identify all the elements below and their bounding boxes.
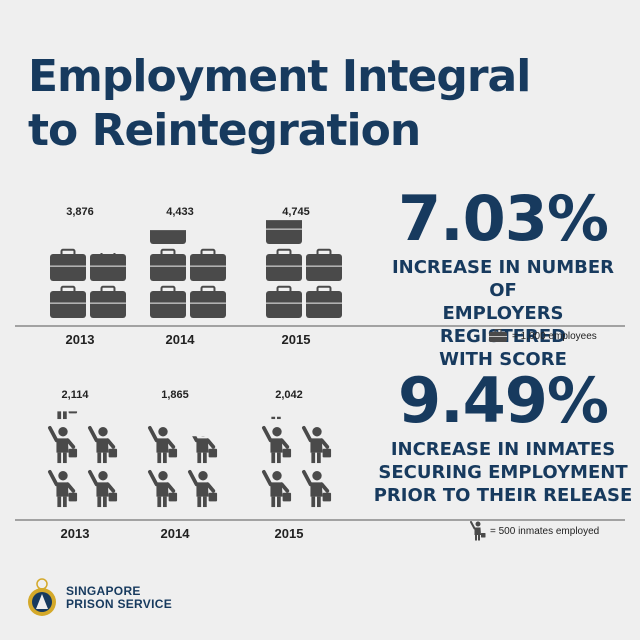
briefcase-icon	[266, 285, 302, 318]
briefcase-icon	[150, 230, 186, 244]
year-label: 2015	[282, 332, 311, 347]
logo-line-2: PRISON SERVICE	[66, 597, 173, 611]
briefcase-icon	[266, 220, 302, 244]
title-line-1: Employment Integral	[28, 51, 531, 102]
employer-stat-desc: INCREASE IN NUMBER OF EMPLOYERS REGISTER…	[378, 256, 628, 371]
inmate-icon	[48, 470, 78, 508]
value-label: 4,745	[282, 206, 310, 218]
logo-line-1: SINGAPORE	[66, 584, 141, 598]
inmate-legend: = 500 inmates employed	[470, 521, 599, 541]
year-label: 2015	[275, 526, 304, 541]
briefcase-icon	[266, 248, 302, 281]
inmate-icon	[48, 426, 78, 464]
prison-service-crest-icon	[28, 578, 56, 616]
value-label: 3,876	[66, 206, 94, 218]
employer-legend: = 1,000 employees	[488, 329, 597, 343]
briefcase-icon	[50, 248, 86, 281]
value-label: 2,114	[62, 389, 90, 401]
inmate-icon	[302, 426, 332, 464]
briefcase-icon	[90, 252, 126, 281]
title-line-2: to Reintegration	[28, 105, 421, 156]
inmate-stat-desc: INCREASE IN INMATES SECURING EMPLOYMENT …	[372, 438, 634, 507]
inmate-icon	[262, 470, 292, 508]
employer-stat-line-2: EMPLOYERS REGISTERED	[440, 303, 566, 347]
inmate-icon	[148, 426, 178, 464]
employer-stat: 7.03% INCREASE IN NUMBER OF EMPLOYERS RE…	[378, 186, 628, 371]
employer-stat-value: 7.03%	[397, 182, 609, 255]
briefcase-icon	[190, 285, 226, 318]
year-label: 2013	[61, 526, 90, 541]
briefcase-icon	[489, 329, 507, 342]
employer-stat-line-3: WITH SCORE	[439, 349, 567, 370]
year-label: 2014	[161, 526, 191, 541]
employer-legend-label: = 1,000 employees	[512, 330, 597, 342]
inmate-stat-line-2: SECURING EMPLOYMENT	[378, 462, 628, 483]
value-label: 1,865	[161, 389, 189, 401]
inmate-stat: 9.49% INCREASE IN INMATES SECURING EMPLO…	[372, 368, 634, 507]
briefcase-icon	[306, 285, 342, 318]
briefcase-icon	[50, 285, 86, 318]
logo: SINGAPORE PRISON SERVICE	[24, 578, 172, 618]
inmate-icon	[88, 426, 118, 464]
inmate-icon	[262, 426, 292, 464]
inmate-icon	[271, 416, 281, 420]
year-label: 2014	[166, 332, 196, 347]
inmate-stat-line-1: INCREASE IN INMATES	[390, 439, 616, 460]
inmate-icon	[302, 470, 332, 508]
inmate-icon	[470, 521, 486, 541]
value-label: 4,433	[166, 206, 194, 218]
briefcase-icon	[190, 248, 226, 281]
employer-stat-line-1: INCREASE IN NUMBER OF	[391, 257, 615, 301]
inmate-icon	[57, 411, 78, 420]
inmate-legend-label: = 500 inmates employed	[490, 525, 600, 537]
inmate-stat-line-3: PRIOR TO THEIR RELEASE	[373, 485, 633, 506]
inmate-icon	[148, 470, 178, 508]
briefcase-icon	[150, 248, 186, 281]
briefcase-icon	[306, 248, 342, 281]
briefcase-icon	[90, 285, 126, 318]
inmate-icon	[88, 470, 118, 508]
year-label: 2013	[66, 332, 95, 347]
briefcase-icon	[150, 285, 186, 318]
inmate-stat-value: 9.49%	[397, 364, 609, 437]
inmate-icon	[188, 470, 218, 508]
logo-text: SINGAPORE PRISON SERVICE	[66, 585, 172, 611]
page-title: Employment Integral to Reintegration	[28, 50, 531, 158]
inmate-icon	[192, 436, 218, 464]
value-label: 2,042	[275, 389, 303, 401]
